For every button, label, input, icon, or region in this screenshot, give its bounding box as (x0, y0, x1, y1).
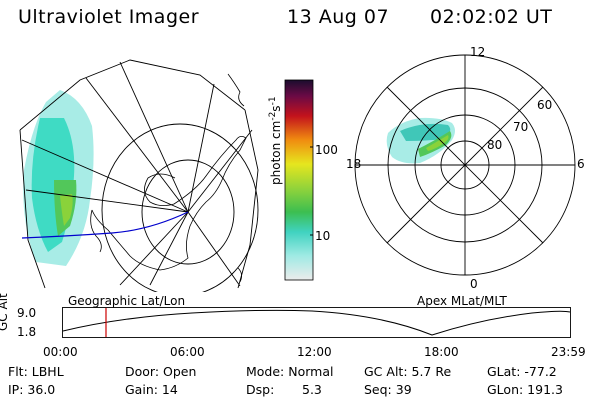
mlat-label-60: 60 (537, 98, 553, 112)
filter-info: Flt: LBHL (8, 364, 64, 379)
timeline-xtick-2359: 23:59 (551, 345, 586, 359)
glat-info: GLat: -77.2 (487, 364, 557, 379)
dsp-value: 5.3 (302, 382, 322, 397)
gc-alt-info: GC Alt: 5.7 Re (364, 364, 452, 379)
timeline-ytick-low: 1.8 (17, 325, 37, 339)
timeline-ylabel: GC Alt (0, 293, 10, 331)
gain-info: Gain: 14 (125, 382, 178, 397)
mlat-label-80: 80 (487, 138, 503, 152)
image-time: 02:02:02 UT (430, 6, 553, 28)
door-info: Door: Open (125, 364, 197, 379)
timeline-ytick-high: 9.0 (17, 306, 37, 320)
ip-info: IP: 36.0 (8, 382, 56, 397)
geographic-map (19, 59, 259, 292)
polar-plot-label: Apex MLat/MLT (417, 294, 507, 308)
timeline-xtick-1200: 12:00 (297, 345, 332, 359)
imager-title: Ultraviolet Imager (18, 6, 200, 28)
aurora-emission-geo (23, 90, 94, 266)
timeline-xtick-0600: 06:00 (170, 345, 205, 359)
mlt-label-0: 0 (470, 277, 478, 291)
colorbar-tick-100: 100 (315, 143, 338, 157)
timeline-xtick-1800: 18:00 (424, 345, 459, 359)
satellite-ground-track (21, 211, 189, 239)
colorbar-tick-10: 10 (315, 229, 331, 243)
intensity-colorbar (284, 79, 314, 281)
geo-plot-label: Geographic Lat/Lon (68, 294, 186, 308)
polar-grid (354, 54, 576, 276)
mlt-label-18: 18 (346, 157, 362, 171)
altitude-timeline (62, 307, 571, 338)
mlt-label-6: 6 (577, 157, 585, 171)
coastline (90, 73, 247, 283)
mode-info: Mode: Normal (246, 364, 334, 379)
dsp-label: Dsp: (246, 382, 275, 397)
polar-mlat-mlt-plot (354, 54, 576, 276)
seq-info: Seq: 39 (364, 382, 412, 397)
glon-info: GLon: 191.3 (487, 382, 563, 397)
image-date: 13 Aug 07 (287, 6, 390, 28)
mlat-label-70: 70 (513, 120, 529, 134)
timeline-xtick-0000: 00:00 (43, 345, 78, 359)
mlt-label-12: 12 (470, 45, 486, 59)
